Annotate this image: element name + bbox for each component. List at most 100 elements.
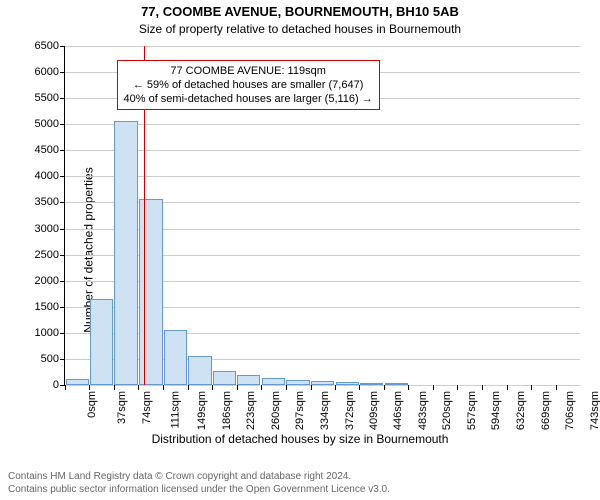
xtick-label: 446sqm	[393, 391, 405, 430]
gridline-h	[65, 46, 580, 47]
xtick-mark	[457, 385, 458, 390]
ytick-mark	[60, 333, 65, 334]
xtick-label: 37sqm	[116, 391, 128, 424]
xtick-label: 260sqm	[270, 391, 282, 430]
ytick-mark	[60, 150, 65, 151]
gridline-h	[65, 150, 580, 151]
ytick-label: 1000	[35, 327, 59, 339]
xtick-label: 334sqm	[319, 391, 331, 430]
annotation-line: 40% of semi-detached houses are larger (…	[124, 92, 373, 106]
xtick-label: 74sqm	[141, 391, 153, 424]
annotation-line: 77 COOMBE AVENUE: 119sqm	[124, 64, 373, 78]
xtick-mark	[335, 385, 336, 390]
ytick-label: 500	[41, 353, 59, 365]
xtick-label: 149sqm	[197, 391, 209, 430]
xtick-label: 594sqm	[490, 391, 502, 430]
ytick-label: 3000	[35, 223, 59, 235]
gridline-h	[65, 176, 580, 177]
xtick-mark	[237, 385, 238, 390]
annotation-box: 77 COOMBE AVENUE: 119sqm← 59% of detache…	[117, 60, 380, 111]
xtick-label: 297sqm	[294, 391, 306, 430]
ytick-label: 5000	[35, 118, 59, 130]
xtick-mark	[138, 385, 139, 390]
xtick-mark	[507, 385, 508, 390]
ytick-mark	[60, 229, 65, 230]
footer-line-2: Contains public sector information licen…	[8, 484, 390, 497]
annotation-line: ← 59% of detached houses are smaller (7,…	[124, 78, 373, 92]
xtick-mark	[556, 385, 557, 390]
histogram-bar	[66, 379, 89, 385]
xtick-mark	[163, 385, 164, 390]
histogram-bar	[237, 375, 260, 385]
xtick-label: 557sqm	[466, 391, 478, 430]
ytick-label: 5500	[35, 92, 59, 104]
chart-title-address: 77, COOMBE AVENUE, BOURNEMOUTH, BH10 5AB	[0, 4, 600, 19]
ytick-mark	[60, 176, 65, 177]
ytick-label: 3500	[35, 196, 59, 208]
ytick-mark	[60, 307, 65, 308]
xtick-mark	[531, 385, 532, 390]
ytick-mark	[60, 281, 65, 282]
xtick-mark	[433, 385, 434, 390]
chart-subtitle: Size of property relative to detached ho…	[0, 22, 600, 36]
xtick-label: 743sqm	[589, 391, 600, 430]
ytick-label: 1500	[35, 301, 59, 313]
xtick-label: 483sqm	[417, 391, 429, 430]
histogram-bar	[262, 378, 285, 385]
histogram-bar	[213, 371, 236, 385]
xtick-label: 632sqm	[515, 391, 527, 430]
histogram-bar	[286, 380, 310, 385]
histogram-bar	[90, 299, 113, 385]
gridline-h	[65, 124, 580, 125]
xtick-mark	[188, 385, 189, 390]
ytick-mark	[60, 98, 65, 99]
histogram-chart: 77, COOMBE AVENUE, BOURNEMOUTH, BH10 5AB…	[0, 0, 600, 500]
xtick-label: 669sqm	[540, 391, 552, 430]
histogram-bar	[114, 121, 137, 385]
xtick-label: 186sqm	[221, 391, 233, 430]
footer-line-1: Contains HM Land Registry data © Crown c…	[8, 471, 390, 484]
xtick-mark	[65, 385, 66, 390]
ytick-label: 4500	[35, 144, 59, 156]
xtick-label: 0sqm	[86, 391, 98, 418]
ytick-label: 6000	[35, 66, 59, 78]
ytick-mark	[60, 202, 65, 203]
histogram-bar	[385, 383, 408, 385]
x-axis-label: Distribution of detached houses by size …	[0, 432, 600, 446]
xtick-mark	[384, 385, 385, 390]
histogram-bar	[360, 383, 383, 385]
xtick-mark	[89, 385, 90, 390]
footer-attribution: Contains HM Land Registry data © Crown c…	[8, 471, 390, 496]
histogram-bar	[164, 330, 187, 385]
histogram-bar	[336, 382, 359, 385]
xtick-label: 520sqm	[441, 391, 453, 430]
xtick-mark	[482, 385, 483, 390]
plot-area: 0500100015002000250030003500400045005000…	[64, 46, 580, 386]
xtick-label: 706sqm	[564, 391, 576, 430]
ytick-label: 0	[53, 379, 59, 391]
xtick-mark	[114, 385, 115, 390]
xtick-mark	[311, 385, 312, 390]
xtick-label: 111sqm	[170, 391, 182, 429]
ytick-mark	[60, 255, 65, 256]
xtick-label: 223sqm	[245, 391, 257, 430]
xtick-mark	[359, 385, 360, 390]
xtick-mark	[286, 385, 287, 390]
histogram-bar	[311, 381, 334, 385]
ytick-mark	[60, 359, 65, 360]
ytick-label: 2500	[35, 249, 59, 261]
ytick-mark	[60, 46, 65, 47]
histogram-bar	[139, 199, 163, 385]
histogram-bar	[188, 356, 211, 385]
xtick-label: 409sqm	[368, 391, 380, 430]
xtick-label: 372sqm	[344, 391, 356, 430]
ytick-mark	[60, 124, 65, 125]
xtick-mark	[408, 385, 409, 390]
ytick-label: 2000	[35, 275, 59, 287]
xtick-mark	[261, 385, 262, 390]
ytick-mark	[60, 72, 65, 73]
ytick-label: 6500	[35, 40, 59, 52]
ytick-label: 4000	[35, 170, 59, 182]
gridline-h	[65, 385, 580, 386]
xtick-mark	[212, 385, 213, 390]
